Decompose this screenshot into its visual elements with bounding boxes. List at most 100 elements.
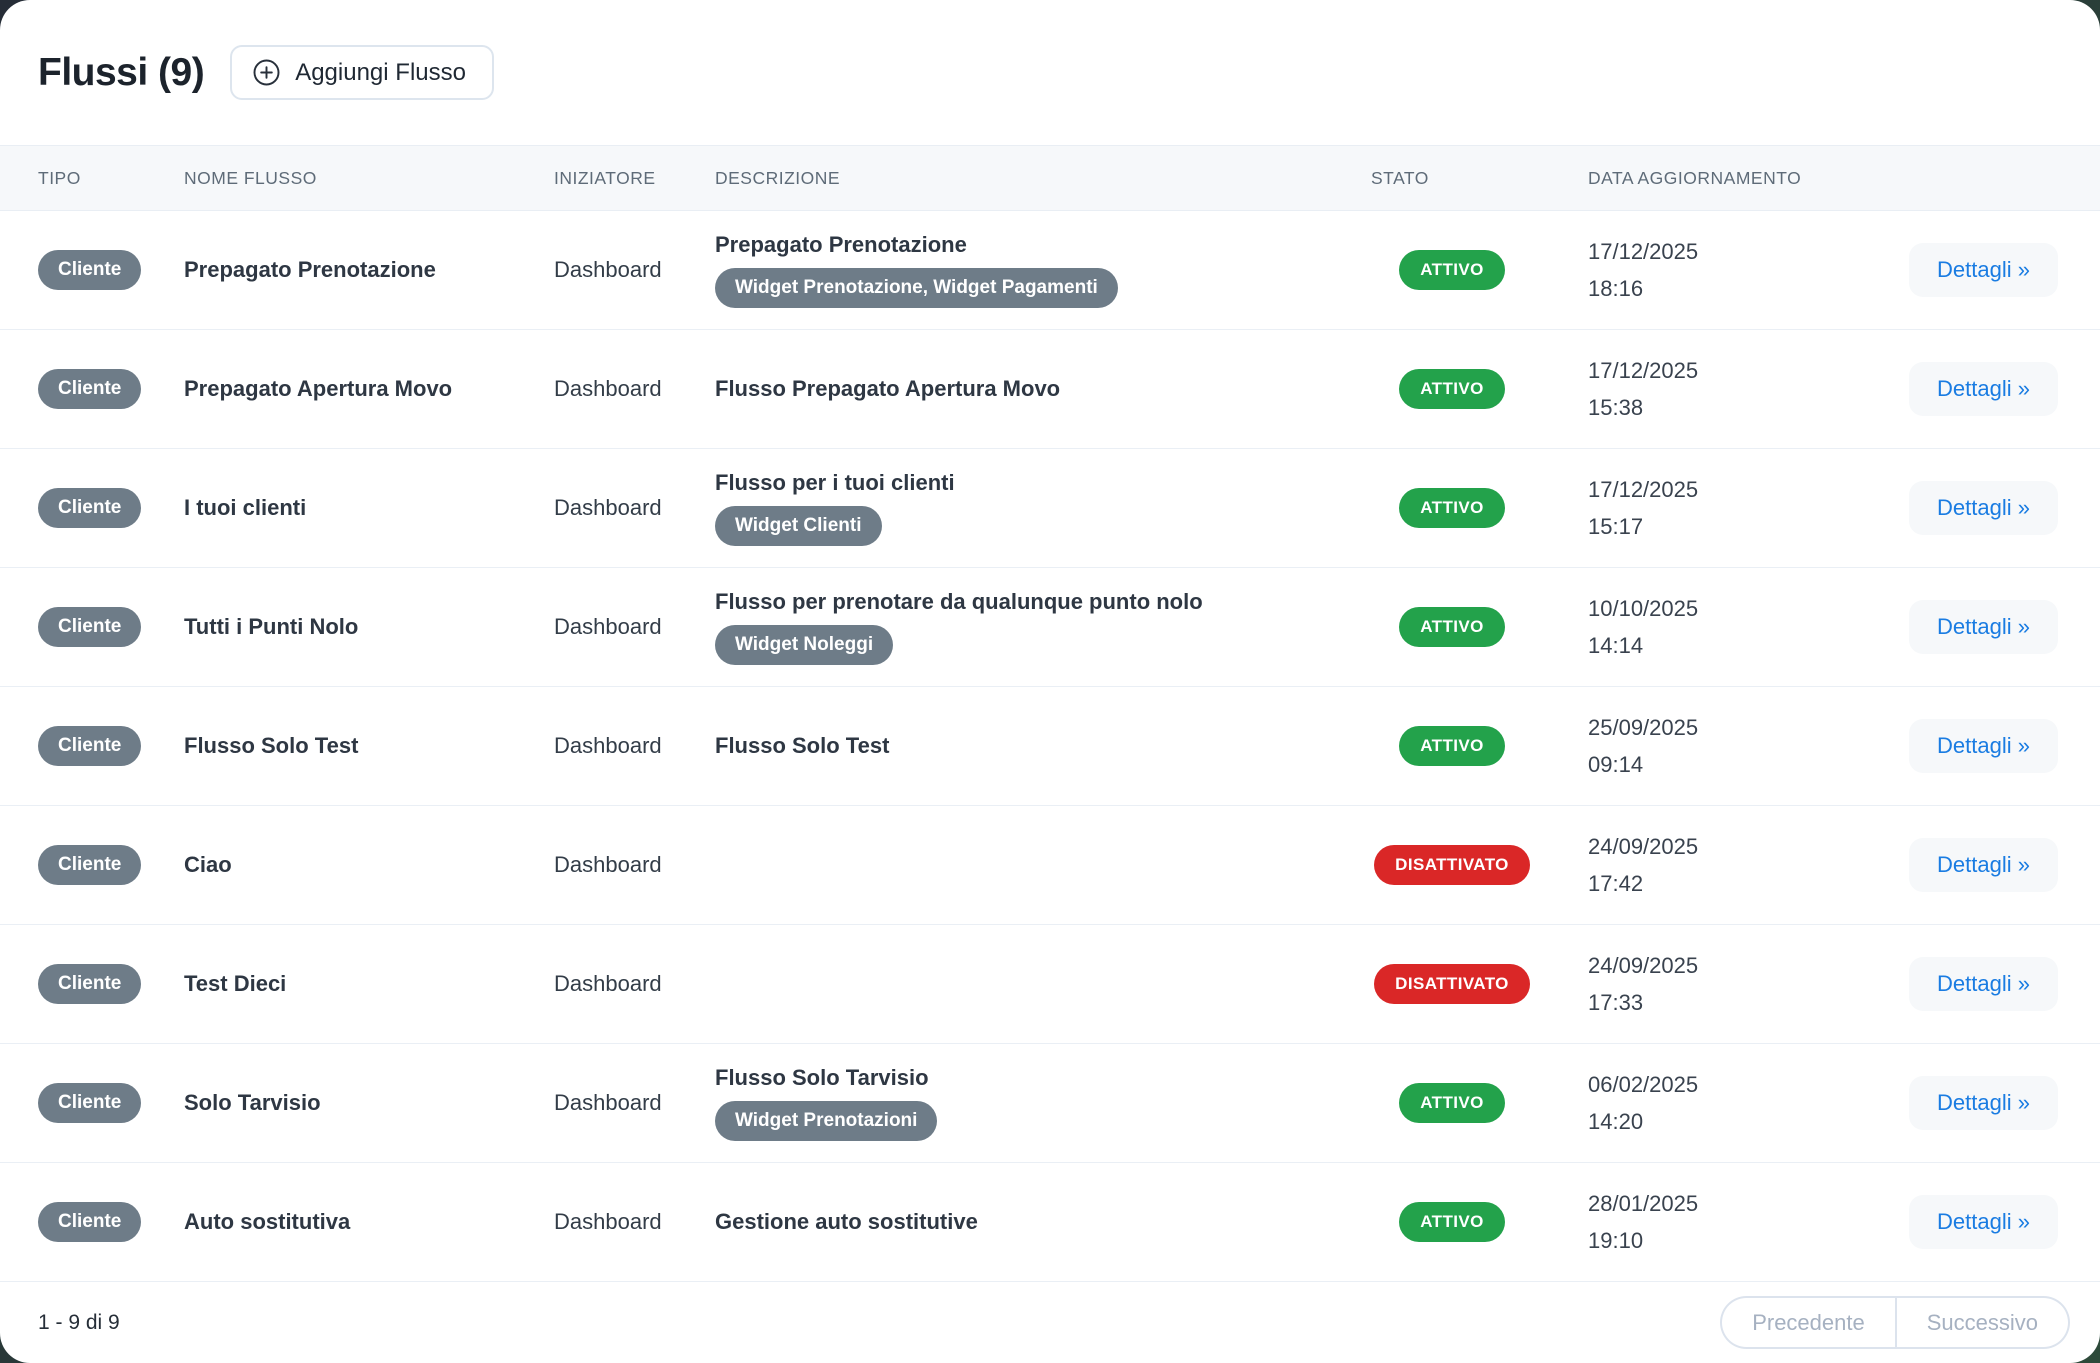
dettagli-link[interactable]: Dettagli »: [1909, 362, 2058, 416]
page-title: Flussi (9): [38, 50, 205, 94]
dettagli-link[interactable]: Dettagli »: [1909, 600, 2058, 654]
flow-name: Test Dieci: [184, 971, 287, 996]
tipo-badge: Cliente: [38, 1202, 142, 1242]
tipo-badge: Cliente: [38, 607, 142, 647]
dettagli-link[interactable]: Dettagli »: [1909, 1076, 2058, 1130]
dettagli-link[interactable]: Dettagli »: [1909, 719, 2058, 773]
flow-initiator: Dashboard: [554, 852, 662, 877]
widget-tag: Widget Clienti: [715, 506, 882, 546]
add-flow-button[interactable]: Aggiungi Flusso: [230, 45, 494, 100]
flow-name: I tuoi clienti: [184, 495, 307, 520]
table-footer: 1 - 9 di 9 Precedente Successivo: [0, 1282, 2100, 1363]
pagination-range: 1 - 9 di 9: [38, 1310, 120, 1334]
tipo-badge: Cliente: [38, 250, 142, 290]
flow-initiator: Dashboard: [554, 733, 662, 758]
flow-description: Flusso per i tuoi clienti: [715, 470, 955, 495]
status-badge: DISATTIVATO: [1374, 845, 1530, 885]
tipo-badge: Cliente: [38, 488, 142, 528]
column-header-nome-flusso: NOME FLUSSO: [184, 167, 317, 188]
table-row: Cliente Prepagato Prenotazione Dashboard…: [0, 211, 2100, 330]
dettagli-link[interactable]: Dettagli »: [1909, 1195, 2058, 1249]
update-date: 24/09/2025: [1588, 834, 1699, 859]
update-date: 17/12/2025: [1588, 239, 1699, 264]
update-date: 17/12/2025: [1588, 358, 1699, 383]
table-row: Cliente Solo Tarvisio Dashboard Flusso S…: [0, 1044, 2100, 1163]
table-row: Cliente Auto sostitutiva Dashboard Gesti…: [0, 1163, 2100, 1282]
flow-description: Prepagato Prenotazione: [715, 232, 967, 257]
tipo-badge: Cliente: [38, 1083, 142, 1123]
table-row: Cliente I tuoi clienti Dashboard Flusso …: [0, 449, 2100, 568]
update-time: 14:14: [1588, 633, 1644, 658]
tipo-badge: Cliente: [38, 845, 142, 885]
flow-name: Auto sostitutiva: [184, 1209, 351, 1234]
dettagli-link[interactable]: Dettagli »: [1909, 957, 2058, 1011]
table-row: Cliente Flusso Solo Test Dashboard Fluss…: [0, 687, 2100, 806]
update-time: 15:17: [1588, 514, 1644, 539]
status-badge: DISATTIVATO: [1374, 964, 1530, 1004]
flow-description: Gestione auto sostitutive: [715, 1209, 978, 1234]
dettagli-link[interactable]: Dettagli »: [1909, 481, 2058, 535]
page-header: Flussi (9) Aggiungi Flusso: [0, 0, 2100, 145]
flow-description: Flusso per prenotare da qualunque punto …: [715, 589, 1203, 614]
update-time: 17:42: [1588, 871, 1644, 896]
add-flow-button-label: Aggiungi Flusso: [295, 58, 466, 86]
dettagli-link[interactable]: Dettagli »: [1909, 838, 2058, 892]
plus-circle-icon: [251, 57, 282, 88]
widget-tag: Widget Noleggi: [715, 625, 894, 665]
column-header-stato: STATO: [1371, 167, 1429, 188]
table-row: Cliente Tutti i Punti Nolo Dashboard Flu…: [0, 568, 2100, 687]
status-badge: ATTIVO: [1399, 607, 1505, 647]
flow-initiator: Dashboard: [554, 1209, 662, 1234]
flows-table: Cliente Prepagato Prenotazione Dashboard…: [0, 211, 2100, 1282]
status-badge: ATTIVO: [1399, 488, 1505, 528]
update-date: 10/10/2025: [1588, 596, 1699, 621]
dettagli-link[interactable]: Dettagli »: [1909, 243, 2058, 297]
flow-initiator: Dashboard: [554, 376, 662, 401]
status-badge: ATTIVO: [1399, 726, 1505, 766]
status-badge: ATTIVO: [1399, 1083, 1505, 1123]
flow-name: Tutti i Punti Nolo: [184, 614, 359, 639]
flow-initiator: Dashboard: [554, 614, 662, 639]
column-header-descrizione: DESCRIZIONE: [715, 167, 841, 188]
flow-initiator: Dashboard: [554, 1090, 662, 1115]
flow-name: Ciao: [184, 852, 232, 877]
status-badge: ATTIVO: [1399, 369, 1505, 409]
table-header-row: TIPO NOME FLUSSO INIZIATORE DESCRIZIONE …: [0, 145, 2100, 211]
table-row: Cliente Test Dieci Dashboard DISATTIVATO…: [0, 925, 2100, 1044]
widget-tag: Widget Prenotazioni: [715, 1101, 938, 1141]
update-date: 25/09/2025: [1588, 715, 1699, 740]
table-row: Cliente Ciao Dashboard DISATTIVATO 24/09…: [0, 806, 2100, 925]
update-time: 15:38: [1588, 395, 1644, 420]
flow-name: Flusso Solo Test: [184, 733, 359, 758]
flow-initiator: Dashboard: [554, 495, 662, 520]
table-row: Cliente Prepagato Apertura Movo Dashboar…: [0, 330, 2100, 449]
update-date: 28/01/2025: [1588, 1191, 1699, 1216]
flow-name: Solo Tarvisio: [184, 1090, 321, 1115]
flow-initiator: Dashboard: [554, 971, 662, 996]
previous-page-button[interactable]: Precedente: [1720, 1296, 1896, 1349]
status-badge: ATTIVO: [1399, 1202, 1505, 1242]
flow-description: Flusso Solo Tarvisio: [715, 1065, 929, 1090]
update-time: 18:16: [1588, 276, 1644, 301]
pagination: Precedente Successivo: [1720, 1296, 2070, 1349]
tipo-badge: Cliente: [38, 726, 142, 766]
update-time: 19:10: [1588, 1228, 1644, 1253]
tipo-badge: Cliente: [38, 964, 142, 1004]
flow-name: Prepagato Apertura Movo: [184, 376, 453, 401]
next-page-button[interactable]: Successivo: [1895, 1296, 2070, 1349]
update-date: 17/12/2025: [1588, 477, 1699, 502]
update-time: 14:20: [1588, 1109, 1644, 1134]
flow-description: Flusso Prepagato Apertura Movo: [715, 376, 1061, 401]
flow-description: Flusso Solo Test: [715, 733, 890, 758]
status-badge: ATTIVO: [1399, 250, 1505, 290]
update-date: 24/09/2025: [1588, 953, 1699, 978]
flow-name: Prepagato Prenotazione: [184, 257, 436, 282]
flow-initiator: Dashboard: [554, 257, 662, 282]
column-header-tipo: TIPO: [38, 167, 81, 188]
update-time: 17:33: [1588, 990, 1644, 1015]
column-header-data-aggiornamento: DATA AGGIORNAMENTO: [1588, 167, 1802, 188]
update-date: 06/02/2025: [1588, 1072, 1699, 1097]
widget-tag: Widget Prenotazione, Widget Pagamenti: [715, 268, 1118, 308]
update-time: 09:14: [1588, 752, 1644, 777]
